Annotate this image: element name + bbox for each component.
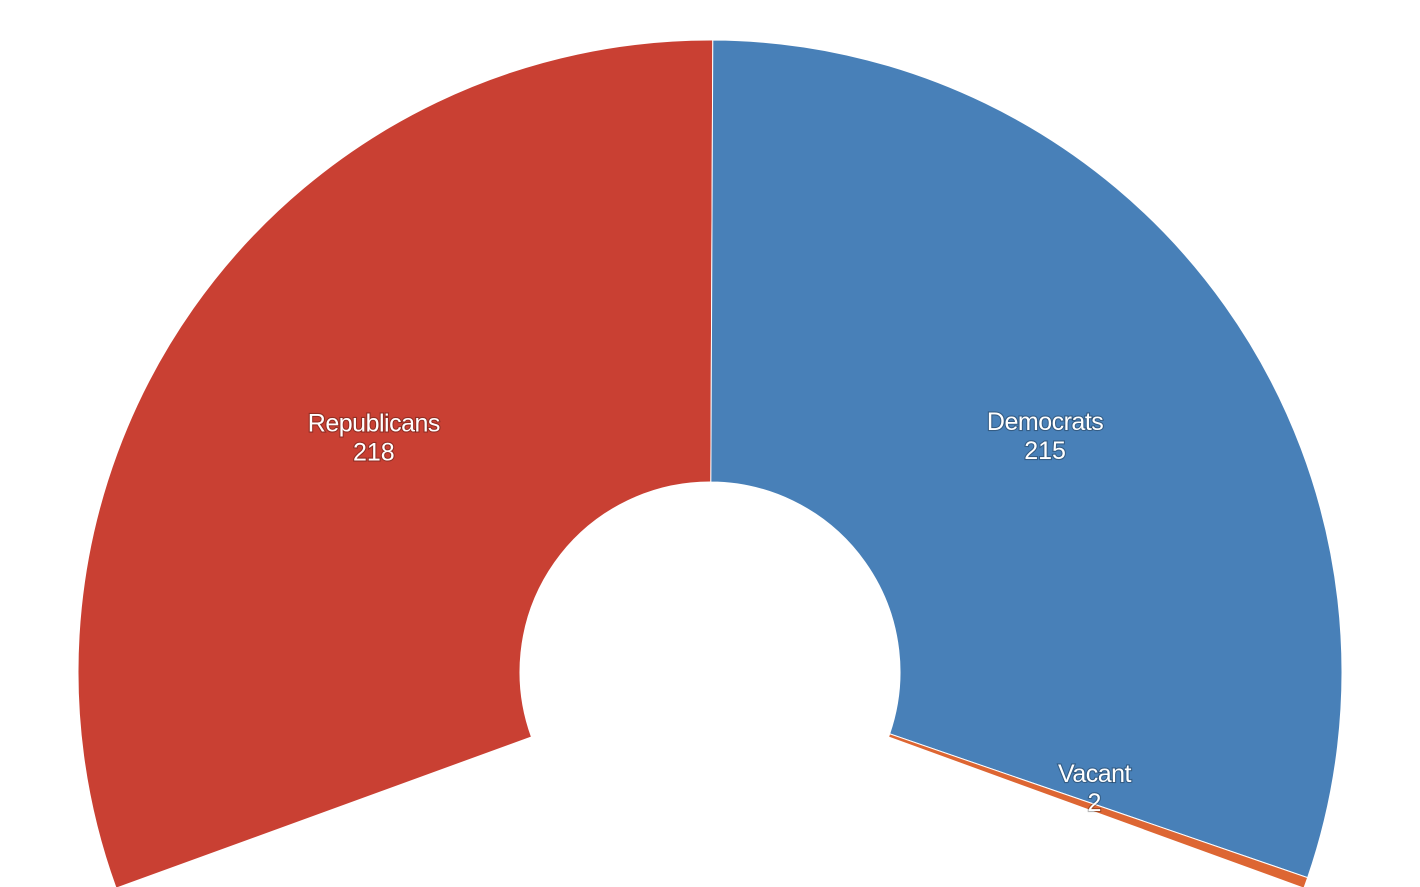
label-name-republicans: Republicans — [308, 410, 440, 438]
slice-vacant — [887, 733, 1309, 887]
slice-democrats — [710, 39, 1343, 879]
label-value-republicans: 218 — [353, 439, 395, 467]
label-value-democrats: 215 — [1024, 437, 1066, 465]
label-name-vacant: Vacant — [1058, 760, 1132, 788]
label-name-democrats: Democrats — [987, 408, 1103, 436]
label-value-vacant: 2 — [1088, 789, 1102, 817]
slice-republicans — [77, 39, 714, 887]
slices-layer — [77, 39, 1343, 887]
